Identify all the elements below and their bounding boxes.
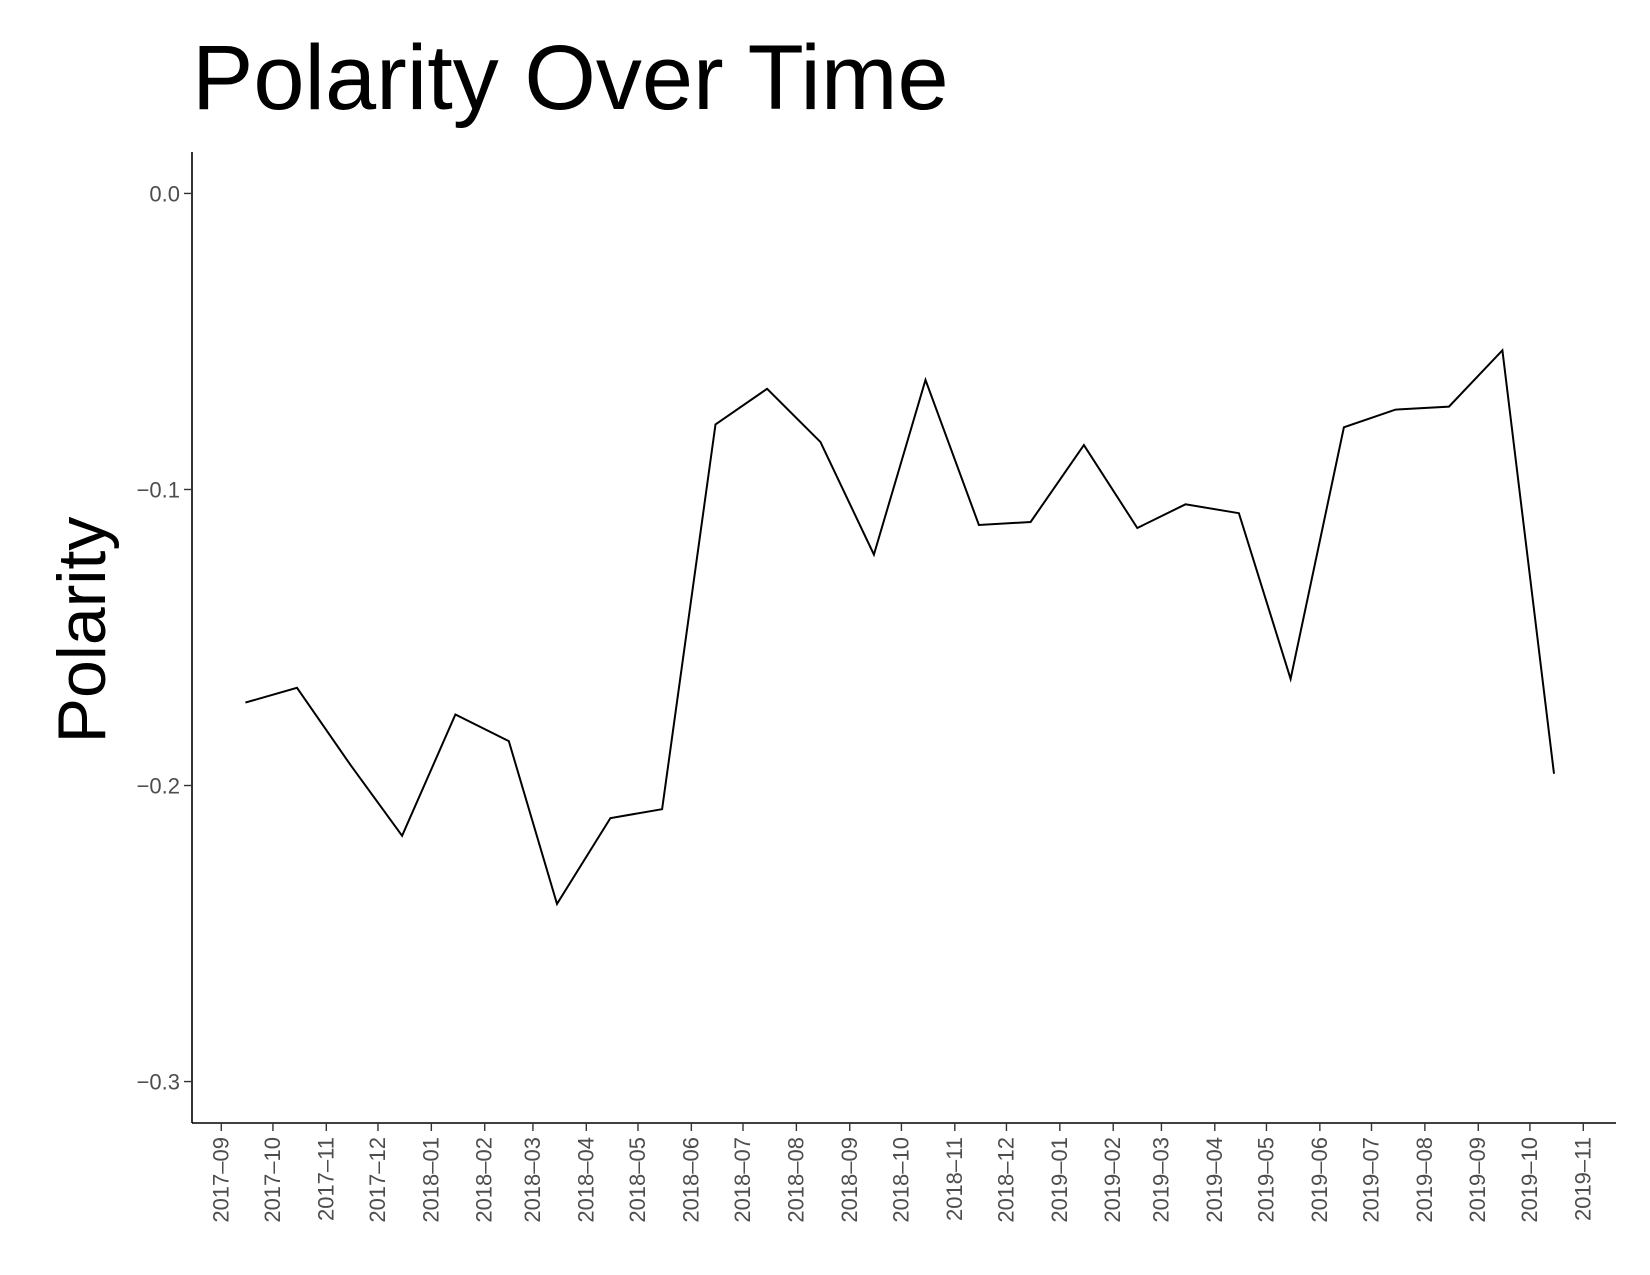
- x-tick-label: 2019–04: [1202, 1137, 1227, 1223]
- x-tick-label: 2019–06: [1307, 1137, 1332, 1223]
- x-tick-label: 2019–03: [1148, 1137, 1173, 1223]
- x-tick-label: 2018–02: [472, 1137, 497, 1223]
- x-tick-label: 2019–08: [1412, 1137, 1437, 1223]
- x-tick-label: 2019–01: [1047, 1137, 1072, 1223]
- series-line: [245, 348, 1555, 907]
- y-tick-label: −0.2: [137, 774, 180, 799]
- x-tick-label: 2018–09: [837, 1137, 862, 1223]
- x-tick-label: 2018–05: [625, 1137, 650, 1223]
- x-tick-label: 2018–06: [678, 1137, 703, 1223]
- x-ticks: 2017–09 2017–10 2017–11 2017–12 2018–01 2018–…: [208, 1123, 1595, 1223]
- x-tick-label: 2019–07: [1358, 1137, 1383, 1223]
- x-tick-label: 2018–08: [783, 1137, 808, 1223]
- y-tick-label: 0.0: [149, 181, 180, 206]
- series: [245, 348, 1555, 907]
- x-tick-label: 2018–11: [942, 1137, 967, 1221]
- y-tick-label: −0.1: [137, 477, 180, 502]
- x-tick-label: 2019–11: [1570, 1137, 1595, 1221]
- x-tick-label: 2018–10: [888, 1137, 913, 1223]
- x-tick-label: 2019–09: [1465, 1137, 1490, 1223]
- x-tick-label: 2018–07: [730, 1137, 755, 1223]
- x-tick-label: 2018–03: [520, 1137, 545, 1223]
- x-tick-label: 2017–09: [208, 1137, 233, 1223]
- x-tick-label: 2019–02: [1100, 1137, 1125, 1223]
- x-tick-label: 2017–10: [260, 1137, 285, 1223]
- y-ticks: 0.0 −0.1 −0.2 −0.3: [137, 181, 192, 1095]
- x-tick-label: 2018–01: [418, 1137, 443, 1223]
- x-tick-label: 2018–04: [573, 1137, 598, 1223]
- y-tick-label: −0.3: [137, 1070, 180, 1095]
- x-tick-label: 2019–05: [1253, 1137, 1278, 1223]
- x-tick-label: 2018–12: [993, 1137, 1018, 1223]
- x-tick-label: 2017–12: [365, 1137, 390, 1223]
- x-tick-label: 2019–10: [1517, 1137, 1542, 1223]
- chart-title: Polarity Over Time: [192, 27, 949, 129]
- x-tick-label: 2017–11: [313, 1137, 338, 1221]
- axes: [191, 152, 1616, 1124]
